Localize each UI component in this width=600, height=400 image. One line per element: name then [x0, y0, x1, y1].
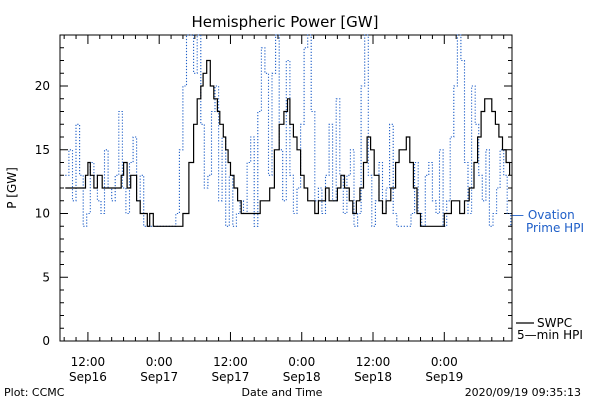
legend: — Ovation Prime HPI SWPC 5—min HPI: [512, 208, 584, 342]
x-axis-label: Date and Time: [242, 386, 323, 399]
y-axis-ticks: 0 5 10 15 20: [35, 34, 512, 348]
y-tick-label: 5: [42, 270, 50, 284]
legend-swpc-line2: 5—min HPI: [517, 328, 583, 342]
footer-credit: Plot: CCMC: [4, 386, 65, 399]
y-tick-label: 10: [35, 207, 50, 221]
x-tick-date-label: Sep16: [69, 370, 107, 384]
y-tick-label: 20: [35, 79, 50, 93]
series-ovation-prime-line: [65, 34, 512, 227]
y-tick-label: 0: [42, 334, 50, 348]
chart-title: Hemispheric Power [GW]: [192, 13, 379, 31]
x-tick-time-label: 0:00: [146, 355, 173, 369]
y-tick-label: 15: [35, 143, 50, 157]
x-tick-date-label: Sep17: [212, 370, 250, 384]
legend-ovation-line1: — Ovation: [512, 208, 575, 222]
x-tick-time-label: 12:00: [71, 355, 106, 369]
x-tick-date-label: Sep18: [354, 370, 392, 384]
x-tick-time-label: 12:00: [213, 355, 248, 369]
legend-ovation-line2: Prime HPI: [526, 221, 584, 235]
x-tick-time-label: 12:00: [356, 355, 391, 369]
series-layer: [65, 34, 512, 227]
x-tick-time-label: 0:00: [431, 355, 458, 369]
series-swpc-line: [65, 59, 511, 227]
y-axis-label: P [GW]: [5, 167, 19, 209]
x-axis-ticks: 12:00Sep160:00Sep1712:00Sep170:00Sep1812…: [63, 35, 505, 384]
x-tick-date-label: Sep17: [140, 370, 178, 384]
x-tick-date-label: Sep19: [425, 370, 463, 384]
x-tick-time-label: 0:00: [288, 355, 315, 369]
x-tick-date-label: Sep18: [283, 370, 321, 384]
footer-timestamp: 2020/09/19 09:35:13: [465, 386, 581, 399]
legend-swpc-line1: SWPC: [537, 316, 572, 330]
